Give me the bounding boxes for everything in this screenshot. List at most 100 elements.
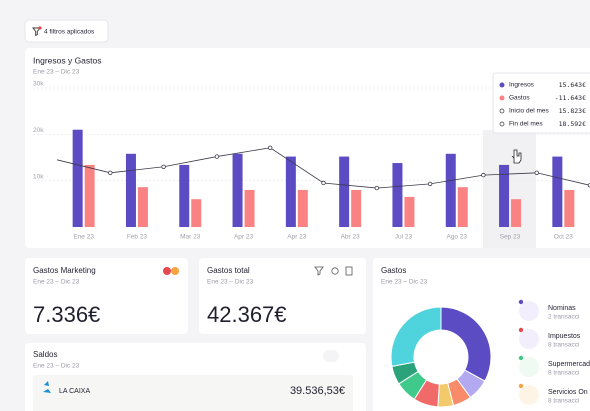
x-tick-label: Apr 23 [234,234,254,241]
legend-name: Servicios On [548,389,588,396]
x-tick-label: Sep 23 [500,234,521,241]
legend-icon [519,329,539,349]
bar [285,156,296,227]
legend-dot [518,355,524,361]
line-point [268,145,273,150]
tooltip-label: Fin del mes [509,121,543,128]
bank-icon [171,267,179,275]
filter-label: 4 filtros aplicados [44,29,95,36]
bar [564,189,575,227]
legend-icon [519,357,539,377]
bar [457,187,468,227]
x-tick-label: Abr 23 [341,234,361,241]
legend-dot [518,383,524,389]
bar [552,156,563,227]
bar [84,164,95,227]
donut: Nominas 2 transacci Impuestos 8 transacci Su… [390,299,590,408]
bar [125,153,136,227]
legend-name: Supermercad [548,361,590,368]
x-tick-label: Mar 23 [180,234,201,241]
bar [499,164,510,227]
bank-icon [163,267,171,275]
tooltip-value: -11.643€ [555,94,586,102]
account-row[interactable] [33,375,353,411]
x-tick-label: Ago 23 [446,234,467,241]
donut-segment [440,306,492,382]
filter-button[interactable] [24,19,109,43]
card-title: Gastos Marketing [33,266,96,275]
chart-subtitle: Ene 23 – Dic 23 [33,69,80,76]
bar [232,153,243,227]
bar [404,196,415,227]
legend-name: Nominas [548,305,576,312]
tooltip-value: 15.643€ [559,81,586,89]
bar [351,189,362,227]
tooltip-label: Inicio del mes [509,108,549,115]
hover-band [483,130,536,248]
x-tick-label: Oct 23 [554,234,574,241]
marketing-card [25,258,188,334]
legend-detail: 8 transacci [548,398,579,405]
settings-icon[interactable] [331,267,339,275]
legend-dot [518,299,524,305]
card-subtitle: Ene 23 – Dic 23 [33,279,80,286]
donut-segment [390,306,442,367]
bar [191,199,202,227]
filter-icon[interactable] [314,266,324,276]
legend-detail: 2 transacci [548,314,579,321]
legend-detail: 8 transacci [548,370,579,377]
tooltip [492,72,590,134]
search-button[interactable] [323,350,339,362]
delete-icon[interactable] [345,266,353,276]
bar [392,163,403,227]
bar [297,189,308,227]
bank-logo [43,381,51,393]
card-subtitle: Ene 23 – Dic 23 [33,363,80,370]
legend-name: Impuestos [548,333,581,340]
chart-title: Ingresos y Gastos [33,55,102,65]
legend-dot [518,327,524,333]
y-tick-label: 10k [33,173,44,180]
tooltip-swatch [499,95,505,101]
card-title: Gastos total [207,266,250,275]
card-value: 7.336€ [33,302,100,327]
legend-icon [519,385,539,405]
card-title: Saldos [33,350,57,359]
y-tick-label: 20k [33,127,44,134]
line-point [481,172,486,178]
chart: 10k 20k 30k Ene 23 Feb 23 Mar 23 Apr 23 Apr 23 A… [33,72,590,241]
filter-dot [38,26,42,30]
cursor [511,149,522,164]
bar [179,164,190,227]
legend-icon [519,301,539,321]
bank-amount: 39.536,53€ [290,385,345,397]
bar [137,187,148,227]
line-point [321,180,326,186]
line-point [108,170,113,175]
bar [445,153,456,227]
legend-detail: 8 transacci [548,342,579,349]
x-tick-label: Ene 23 [73,234,94,241]
bank-name: LA CAIXA [59,388,90,395]
bar [339,156,350,227]
line-point [534,170,539,175]
card-subtitle: Ene 23 – Dic 23 [381,279,428,286]
card-title: Gastos [381,266,406,275]
card-value: 42.367€ [207,302,287,327]
line-point [161,164,166,169]
bar [72,129,83,227]
tooltip-label: Gastos [509,95,530,102]
tooltip-swatch [499,82,505,88]
tooltip-swatch [499,121,505,127]
tooltip-value: 18.592€ [559,120,586,128]
x-tick-label: Feb 23 [127,234,148,241]
line-point [214,154,220,159]
x-tick-label: Jul 23 [395,234,413,241]
line-point [427,181,433,187]
total-card [199,258,366,334]
card-subtitle: Ene 23 – Dic 23 [207,279,254,286]
x-tick-label: Apr 23 [287,234,307,241]
y-tick-label: 30k [33,81,44,88]
